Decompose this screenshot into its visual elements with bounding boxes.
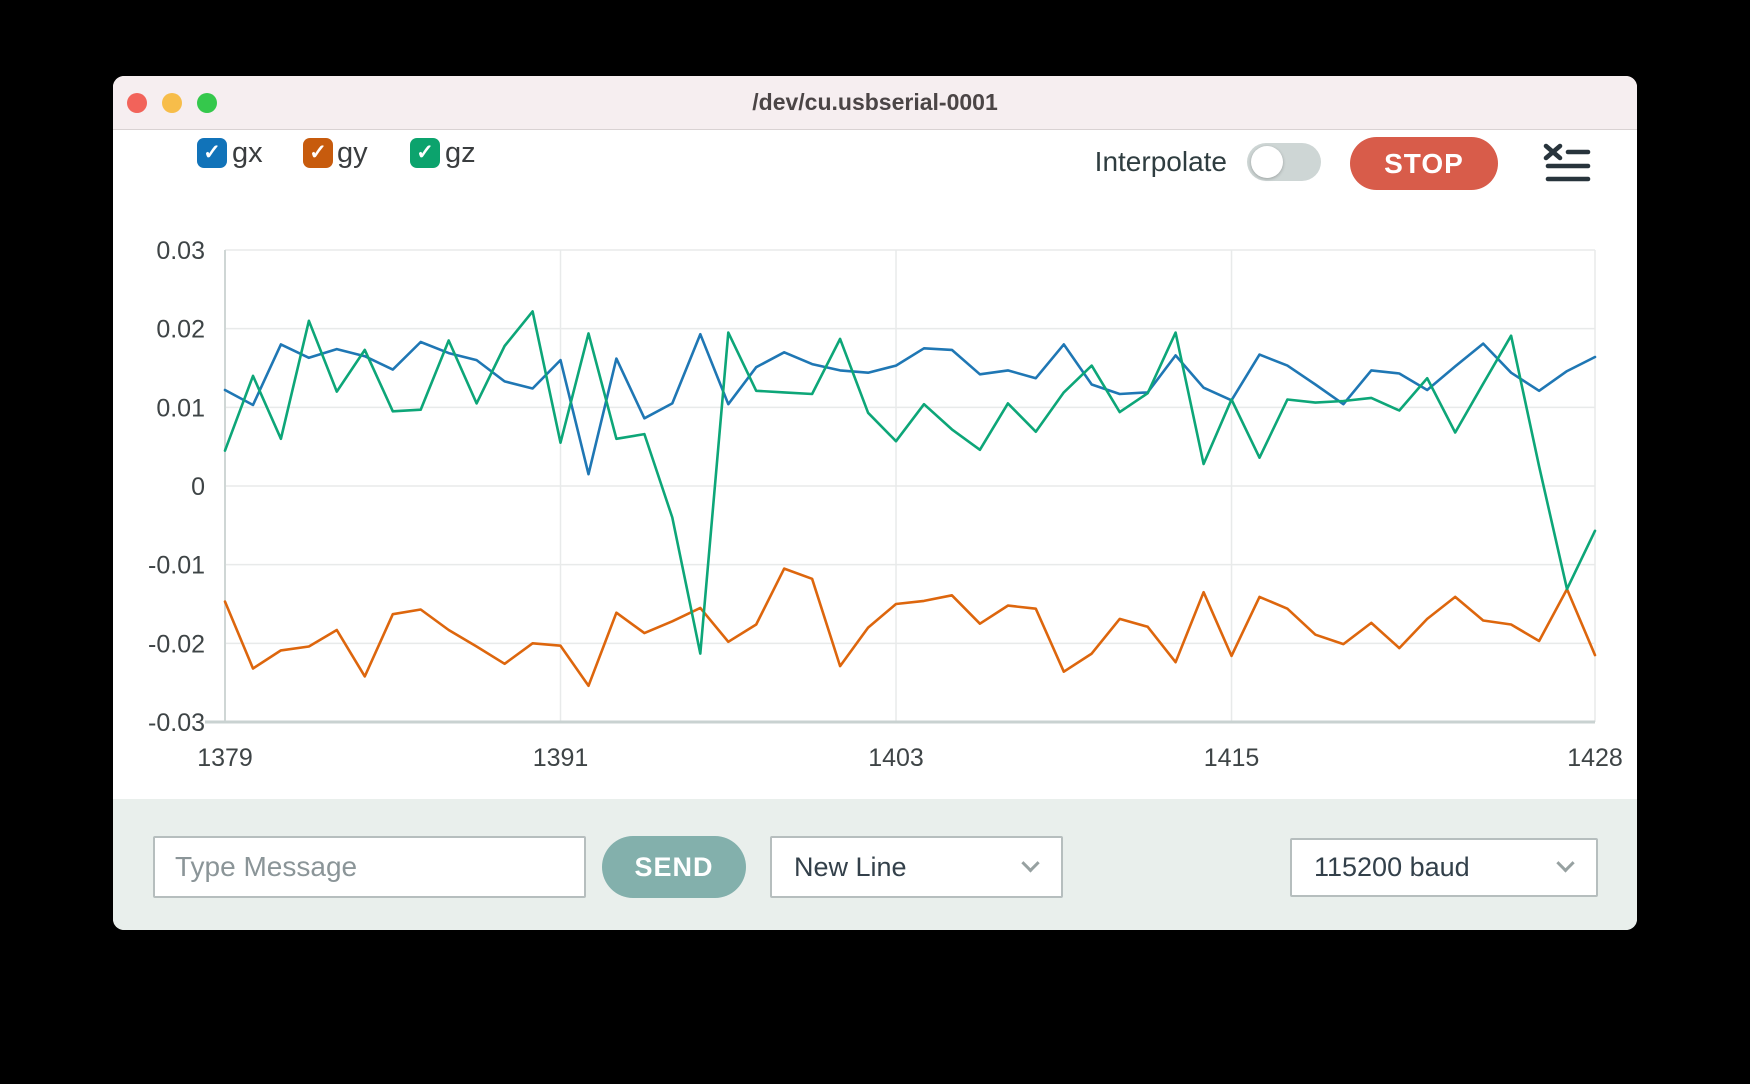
svg-text:1415: 1415 [1204,744,1260,772]
svg-text:-0.01: -0.01 [148,552,205,580]
chart-plot-area[interactable]: 0.03 0.02 0.01 0 -0.01 -0.02 -0.03 1379 1391 1403… [113,130,1637,799]
line-chart: 0.03 0.02 0.01 0 -0.01 -0.02 -0.03 1379 1391 1403… [113,130,1637,799]
minimize-window-button[interactable] [162,93,182,113]
clear-list-icon[interactable] [1543,143,1591,183]
svg-text:0.02: 0.02 [156,316,205,344]
line-ending-select[interactable]: New Line [770,836,1063,898]
baud-rate-select[interactable]: 115200 baud [1290,838,1598,897]
legend-label-gy: gy [337,137,368,169]
line-ending-value: New Line [794,851,907,882]
close-window-button[interactable] [127,93,147,113]
chevron-down-icon [1556,854,1575,873]
stop-button[interactable]: STOP [1350,137,1498,190]
svg-text:-0.03: -0.03 [148,709,205,737]
svg-text:1379: 1379 [197,744,253,772]
maximize-window-button[interactable] [197,93,217,113]
svg-text:0.03: 0.03 [156,237,205,265]
chevron-down-icon [1021,853,1040,872]
legend-label-gz: gz [445,137,476,169]
window-title: /dev/cu.usbserial-0001 [752,89,998,115]
interpolate-label: Interpolate [1094,146,1227,177]
legend-checkbox-gy[interactable]: ✓ [303,138,333,168]
interpolate-toggle[interactable] [1247,143,1321,181]
svg-text:-0.02: -0.02 [148,630,205,658]
toggle-knob [1251,146,1283,178]
message-bar: SEND New Line 115200 baud [113,799,1637,930]
title-bar: /dev/cu.usbserial-0001 [113,76,1637,130]
legend-checkbox-gz[interactable]: ✓ [410,138,440,168]
svg-text:1428: 1428 [1567,744,1623,772]
svg-text:1391: 1391 [533,744,589,772]
legend-checkbox-gx[interactable]: ✓ [197,138,227,168]
svg-text:0: 0 [191,473,205,501]
baud-rate-value: 115200 baud [1314,852,1470,882]
legend-label-gx: gx [232,137,263,169]
message-input[interactable] [153,836,586,898]
send-button[interactable]: SEND [602,836,746,898]
svg-text:0.01: 0.01 [156,394,205,422]
app-window: /dev/cu.usbserial-0001 ✓ gx ✓ gy ✓ gz In… [113,76,1637,930]
svg-text:1403: 1403 [868,744,924,772]
